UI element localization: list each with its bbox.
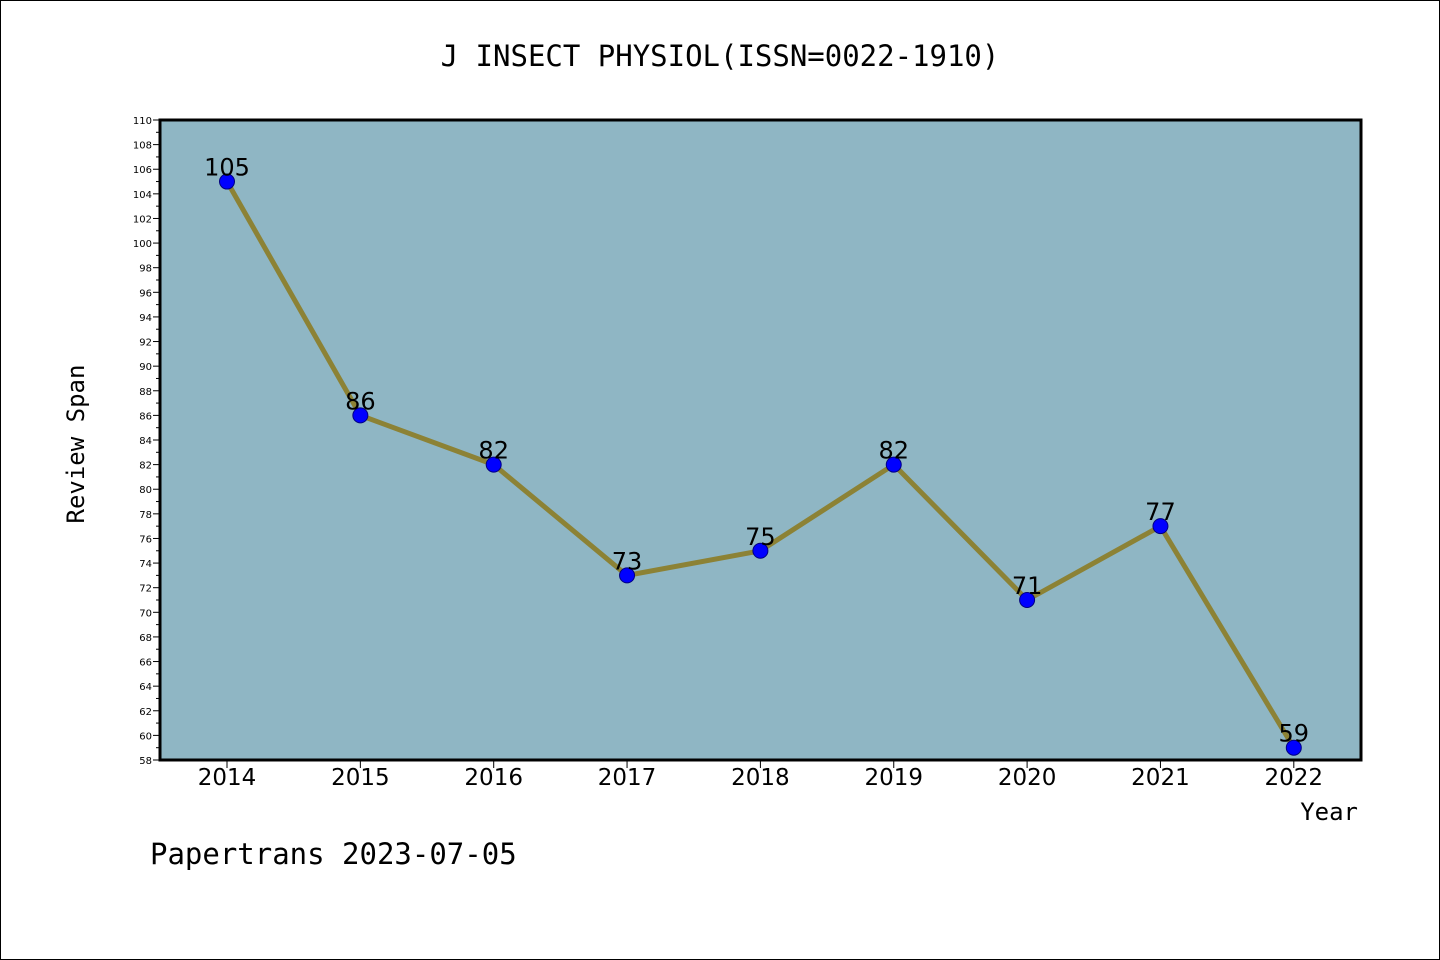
x-tick-label: 2016	[464, 765, 523, 791]
x-axis-title: Year	[1300, 798, 1358, 826]
chart-title: J INSECT PHYSIOL(ISSN=0022-1910)	[441, 39, 1000, 73]
data-point	[1152, 518, 1169, 535]
x-tick-label: 2021	[1131, 765, 1190, 791]
y-tick-label: 100	[133, 239, 152, 250]
x-tick-label: 2018	[731, 765, 790, 791]
y-tick-label: 86	[139, 411, 152, 422]
data-points	[219, 173, 1302, 756]
plot-area	[160, 120, 1361, 760]
x-tick-label: 2017	[598, 765, 657, 791]
y-tick-label: 76	[139, 534, 152, 545]
y-tick-label: 110	[133, 116, 152, 127]
x-tick-label: 2019	[864, 765, 923, 791]
y-tick-label: 90	[139, 362, 152, 373]
plot-frame	[158, 118, 1363, 762]
y-tick-label: 58	[139, 756, 152, 767]
y-tick-label: 60	[139, 731, 152, 742]
y-tick-label: 98	[139, 264, 152, 275]
y-tick-label: 106	[133, 165, 152, 176]
data-label: 75	[745, 523, 776, 551]
y-tick-label: 78	[139, 510, 152, 521]
y-tick-label: 88	[139, 387, 152, 398]
y-tick-label: 64	[139, 682, 152, 693]
data-point	[219, 173, 235, 190]
data-point	[485, 456, 502, 473]
data-point	[752, 542, 769, 559]
data-point	[352, 407, 369, 424]
data-label: 82	[878, 437, 909, 465]
x-tick-label: 2015	[331, 765, 390, 791]
x-tick-label: 2014	[198, 765, 257, 791]
data-label: 73	[612, 547, 643, 575]
y-tick-label: 66	[139, 658, 152, 669]
y-tick-label: 94	[139, 313, 152, 324]
y-tick-label: 70	[139, 608, 152, 619]
x-axis-tick-labels: 2014 2015 2016 2017 2018 2019 2020 2021 2022	[198, 765, 1323, 791]
y-tick-label: 92	[139, 338, 152, 349]
data-label: 105	[204, 154, 250, 182]
footer-text: Papertrans 2023-07-05	[150, 837, 517, 871]
data-point	[1019, 592, 1036, 608]
y-tick-label: 96	[139, 288, 152, 299]
y-tick-label: 108	[133, 141, 152, 152]
data-label: 77	[1145, 498, 1176, 526]
data-label: 82	[478, 437, 509, 465]
data-labels: 105 86 82 73 75 82 71 77 59	[204, 154, 1309, 748]
y-tick-label: 104	[133, 190, 152, 201]
y-tick-label: 82	[139, 461, 152, 472]
y-tick-label: 72	[139, 584, 152, 595]
data-label: 59	[1279, 720, 1310, 748]
data-point	[885, 456, 902, 473]
y-tick-label: 68	[139, 633, 152, 644]
y-axis-tick-labels: 58 60 62 64 66 68 70 72 74 76 78 80 82 84 86 88 90 92 94 96…	[133, 116, 152, 767]
y-axis-title: Review Span	[62, 365, 90, 524]
data-point	[619, 567, 636, 584]
x-tick-label: 2022	[1265, 765, 1324, 791]
y-tick-label: 84	[139, 436, 152, 447]
x-tick-label: 2020	[998, 765, 1057, 791]
data-point	[1285, 739, 1302, 756]
y-tick-label: 80	[139, 485, 152, 496]
y-tick-label: 62	[139, 707, 152, 718]
y-tick-label: 102	[133, 214, 152, 225]
data-label: 86	[345, 387, 376, 415]
data-label: 71	[1012, 572, 1043, 600]
y-tick-label: 74	[139, 559, 152, 570]
